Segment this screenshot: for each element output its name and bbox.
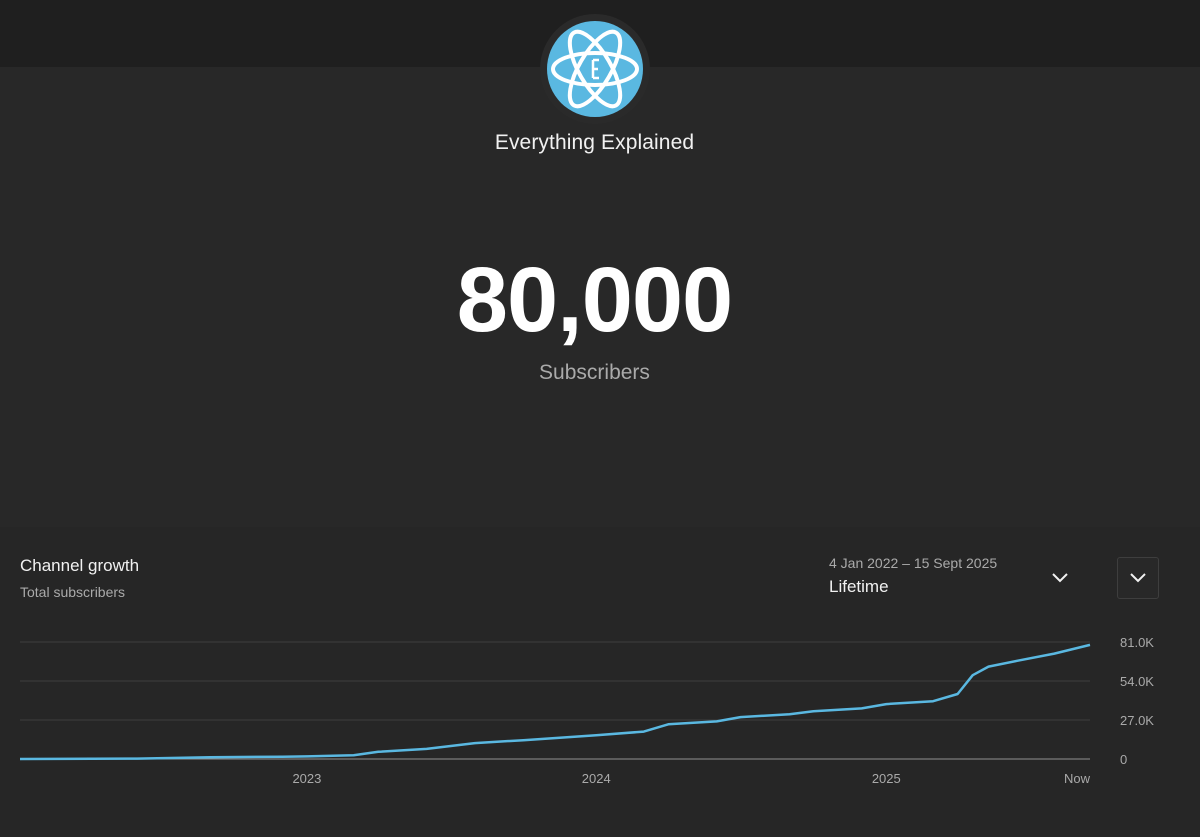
y-tick-label: 81.0K [1120, 635, 1154, 650]
panel-title: Channel growth [20, 556, 140, 575]
y-tick-label: 27.0K [1120, 713, 1154, 728]
period-dropdown-button[interactable] [1048, 566, 1072, 590]
channel-avatar [547, 21, 643, 117]
atom-icon [551, 29, 639, 109]
subscriber-label: Subscribers [539, 361, 650, 384]
channel-growth-panel [0, 527, 1200, 837]
channel-hero [0, 67, 1200, 527]
channel-name: Everything Explained [494, 131, 695, 154]
x-tick-label: Now [1064, 771, 1091, 786]
y-tick-label: 0 [1120, 752, 1127, 767]
period-selector-label[interactable]: Lifetime [829, 577, 889, 596]
y-tick-label: 54.0K [1120, 674, 1154, 689]
x-tick-label: 2023 [292, 771, 321, 786]
chevron-down-icon [1130, 573, 1146, 583]
subscriber-series-line [19, 643, 1091, 761]
expand-chart-button[interactable] [1117, 557, 1159, 599]
x-tick-label: 2025 [872, 771, 901, 786]
date-range: 4 Jan 2022 – 15 Sept 2025 [829, 555, 998, 571]
chevron-down-icon [1052, 573, 1068, 583]
x-tick-label: 2024 [582, 771, 611, 786]
subscriber-count: 80,000 [456, 249, 733, 351]
panel-subtitle: Total subscribers [20, 584, 126, 600]
subscriber-growth-chart: 0 27.0K 54.0K 81.0K 2023 2024 2025 Now [19, 635, 1154, 786]
